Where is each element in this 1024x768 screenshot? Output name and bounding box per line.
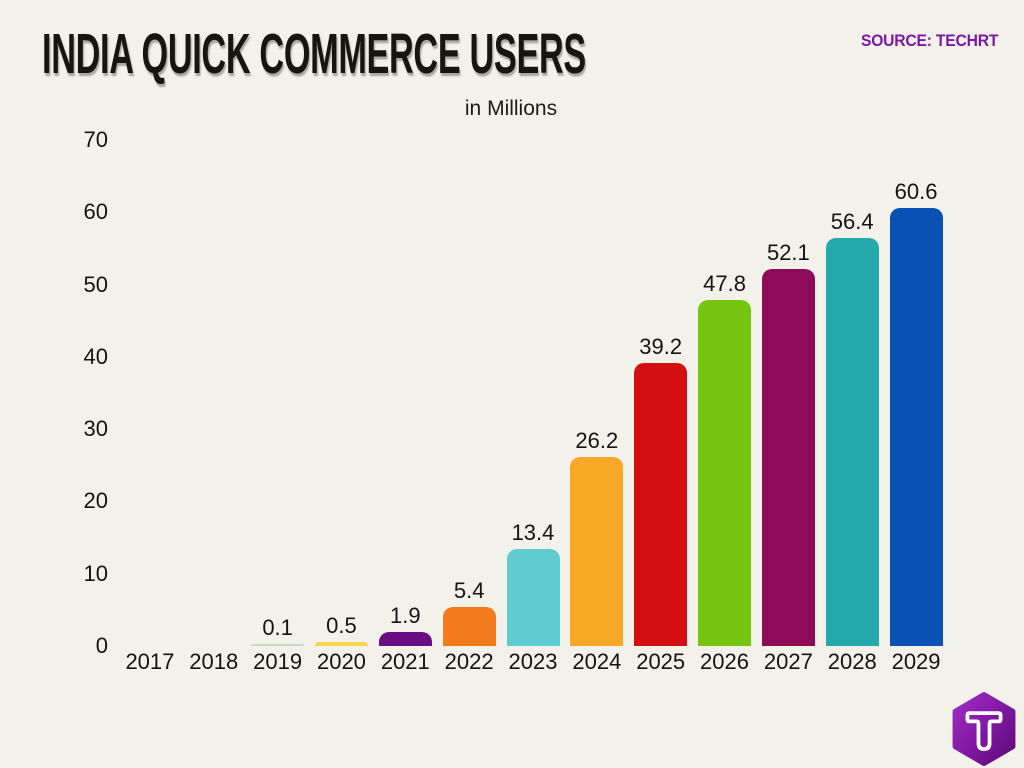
y-tick-label: 60 bbox=[83, 199, 108, 225]
y-tick-label: 10 bbox=[83, 560, 108, 586]
x-tick-label-2023: 2023 bbox=[508, 649, 558, 674]
x-tick-label-2029: 2029 bbox=[891, 649, 941, 674]
x-tick-label-2019: 2019 bbox=[253, 649, 303, 674]
bar-value-label: 1.9 bbox=[390, 603, 421, 629]
y-tick-label: 40 bbox=[83, 343, 108, 369]
bar-2023 bbox=[506, 549, 560, 646]
y-tick-label: 20 bbox=[83, 488, 108, 514]
bar-2026 bbox=[698, 300, 752, 646]
bar-value-label: 0.5 bbox=[326, 613, 357, 639]
bar-value-label: 5.4 bbox=[453, 577, 485, 603]
bar-2024 bbox=[570, 456, 624, 646]
letter-t-outline bbox=[965, 711, 1003, 751]
bar-2025 bbox=[634, 362, 688, 646]
chart-subtitle: in Millions bbox=[464, 97, 558, 120]
bar-value-label: 26.2 bbox=[575, 427, 619, 453]
x-tick-label-2020: 2020 bbox=[316, 649, 366, 674]
x-tick-label-2028: 2028 bbox=[827, 649, 877, 674]
y-tick-label: 0 bbox=[95, 633, 108, 658]
x-tick-label-2021: 2021 bbox=[380, 649, 430, 674]
bar-2029 bbox=[889, 207, 943, 646]
bar-2020 bbox=[314, 642, 368, 646]
page-title: INDIA QUICK COMMERCE USERS bbox=[42, 22, 586, 86]
bar-value-label: 56.4 bbox=[830, 209, 874, 235]
bar-value-label: 60.6 bbox=[894, 178, 938, 204]
bar-value-label: 47.8 bbox=[703, 271, 746, 297]
x-tick-label-2017: 2017 bbox=[125, 649, 175, 674]
bar-2019 bbox=[251, 644, 305, 646]
bar-2028 bbox=[825, 238, 879, 646]
bar-2022 bbox=[442, 606, 496, 646]
x-tick-label-2022: 2022 bbox=[444, 649, 494, 674]
x-tick-label-2024: 2024 bbox=[572, 649, 622, 674]
techrt-logo-icon bbox=[952, 692, 1016, 766]
x-tick-label-2027: 2027 bbox=[763, 649, 813, 674]
bar-2027 bbox=[761, 269, 815, 646]
x-tick-label-2025: 2025 bbox=[636, 649, 686, 674]
x-tick-label-2026: 2026 bbox=[700, 649, 749, 674]
y-tick-label: 70 bbox=[83, 126, 108, 152]
source-label: SOURCE: TECHRT bbox=[860, 31, 999, 50]
bar-value-label: 13.4 bbox=[511, 520, 555, 546]
x-tick-label-2018: 2018 bbox=[189, 649, 239, 674]
bar-value-label: 52.1 bbox=[766, 240, 810, 266]
y-tick-label: 50 bbox=[83, 271, 108, 297]
bar-value-label: 0.1 bbox=[262, 615, 293, 640]
y-tick-label: 30 bbox=[83, 416, 108, 442]
bar-value-label: 39.2 bbox=[639, 333, 683, 359]
hexagon-shape bbox=[952, 692, 1016, 766]
bar-2021 bbox=[378, 632, 432, 646]
